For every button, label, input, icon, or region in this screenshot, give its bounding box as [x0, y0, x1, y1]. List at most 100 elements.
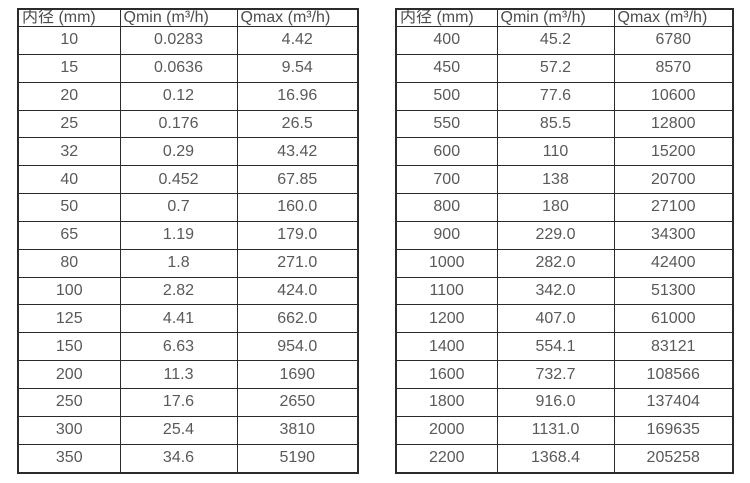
table-row: 50 0.7 160.0	[17, 193, 359, 222]
qmax-cell: 20700	[613, 165, 734, 195]
qmax-cell: 67.85	[236, 165, 359, 195]
table-row: 100 2.82 424.0	[17, 276, 359, 306]
qmin-cell: 1368.4	[496, 443, 615, 474]
table-row: 350 34.6 5190	[17, 443, 359, 474]
diameter-cell: 550	[395, 109, 498, 139]
diameter-cell: 1000	[395, 248, 498, 278]
qmax-cell: 16.96	[236, 81, 359, 111]
qmax-cell: 6780	[613, 26, 734, 55]
diameter-cell: 1100	[395, 276, 498, 306]
qmin-cell: 17.6	[119, 387, 238, 417]
qmin-cell: 0.29	[119, 137, 238, 167]
qmax-cell: 42400	[613, 248, 734, 278]
table-row: 15 0.0636 9.54	[17, 53, 359, 83]
qmin-cell: 1131.0	[496, 415, 615, 445]
table-row: 1800 916.0 137404	[395, 387, 734, 417]
qmax-cell: 12800	[613, 109, 734, 139]
diameter-cell: 80	[17, 248, 121, 278]
diameter-cell: 200	[17, 360, 121, 389]
qmax-cell: 169635	[613, 415, 734, 445]
qmax-cell: 160.0	[236, 193, 359, 222]
qmin-cell: 229.0	[496, 220, 615, 250]
table-row: 20 0.12 16.96	[17, 81, 359, 111]
column-header-diameter: 内径 (mm)	[17, 8, 121, 27]
qmin-cell: 0.12	[119, 81, 238, 111]
diameter-cell: 250	[17, 387, 121, 417]
table-row: 2000 1131.0 169635	[395, 415, 734, 445]
table-row: 250 17.6 2650	[17, 387, 359, 417]
qmin-cell: 1.19	[119, 220, 238, 250]
diameter-cell: 900	[395, 220, 498, 250]
qmin-cell: 57.2	[496, 53, 615, 83]
table-row: 65 1.19 179.0	[17, 220, 359, 250]
qmax-cell: 26.5	[236, 109, 359, 139]
qmax-cell: 954.0	[236, 332, 359, 362]
qmax-cell: 51300	[613, 276, 734, 306]
diameter-cell: 500	[395, 81, 498, 111]
diameter-cell: 2200	[395, 443, 498, 474]
qmin-cell: 25.4	[119, 415, 238, 445]
diameter-cell: 32	[17, 137, 121, 167]
table-row: 1600 732.7 108566	[395, 360, 734, 389]
table-row: 2200 1368.4 205258	[395, 443, 734, 474]
table-row: 900 229.0 34300	[395, 220, 734, 250]
qmax-cell: 4.42	[236, 26, 359, 55]
qmax-cell: 2650	[236, 387, 359, 417]
diameter-cell: 2000	[395, 415, 498, 445]
qmin-cell: 0.0636	[119, 53, 238, 83]
qmax-cell: 5190	[236, 443, 359, 474]
diameter-cell: 300	[17, 415, 121, 445]
header-row: 内径 (mm) Qmin (m³/h) Qmax (m³/h)	[17, 8, 359, 27]
qmax-cell: 271.0	[236, 248, 359, 278]
table-row: 1400 554.1 83121	[395, 332, 734, 362]
table-row: 1100 342.0 51300	[395, 276, 734, 306]
qmax-cell: 9.54	[236, 53, 359, 83]
diameter-cell: 800	[395, 193, 498, 222]
diameter-cell: 150	[17, 332, 121, 362]
qmin-cell: 0.7	[119, 193, 238, 222]
qmin-cell: 34.6	[119, 443, 238, 474]
table-row: 500 77.6 10600	[395, 81, 734, 111]
qmin-cell: 45.2	[496, 26, 615, 55]
qmin-cell: 0.0283	[119, 26, 238, 55]
table-row: 400 45.2 6780	[395, 26, 734, 55]
qmin-cell: 77.6	[496, 81, 615, 111]
diameter-cell: 10	[17, 26, 121, 55]
qmax-cell: 10600	[613, 81, 734, 111]
diameter-cell: 20	[17, 81, 121, 111]
diameter-cell: 65	[17, 220, 121, 250]
table-row: 300 25.4 3810	[17, 415, 359, 445]
diameter-cell: 100	[17, 276, 121, 306]
qmax-cell: 61000	[613, 304, 734, 334]
qmax-cell: 83121	[613, 332, 734, 362]
qmin-cell: 180	[496, 193, 615, 222]
header-row: 内径 (mm) Qmin (m³/h) Qmax (m³/h)	[395, 8, 734, 27]
diameter-cell: 1800	[395, 387, 498, 417]
diameter-cell: 600	[395, 137, 498, 167]
qmax-cell: 27100	[613, 193, 734, 222]
qmin-cell: 407.0	[496, 304, 615, 334]
qmax-cell: 8570	[613, 53, 734, 83]
diameter-cell: 350	[17, 443, 121, 474]
table-row: 32 0.29 43.42	[17, 137, 359, 167]
column-header-qmin: Qmin (m³/h)	[119, 8, 238, 27]
table-row: 10 0.0283 4.42	[17, 26, 359, 55]
table-row: 450 57.2 8570	[395, 53, 734, 83]
qmin-cell: 1.8	[119, 248, 238, 278]
qmin-cell: 85.5	[496, 109, 615, 139]
qmax-cell: 43.42	[236, 137, 359, 167]
diameter-cell: 40	[17, 165, 121, 195]
table-row: 40 0.452 67.85	[17, 165, 359, 195]
column-header-diameter: 内径 (mm)	[395, 8, 498, 27]
qmin-cell: 732.7	[496, 360, 615, 389]
table-row: 1000 282.0 42400	[395, 248, 734, 278]
diameter-cell: 50	[17, 193, 121, 222]
qmin-cell: 2.82	[119, 276, 238, 306]
qmin-cell: 0.176	[119, 109, 238, 139]
diameter-cell: 1600	[395, 360, 498, 389]
diameter-cell: 400	[395, 26, 498, 55]
qmax-cell: 3810	[236, 415, 359, 445]
qmax-cell: 179.0	[236, 220, 359, 250]
diameter-cell: 25	[17, 109, 121, 139]
table-row: 125 4.41 662.0	[17, 304, 359, 334]
